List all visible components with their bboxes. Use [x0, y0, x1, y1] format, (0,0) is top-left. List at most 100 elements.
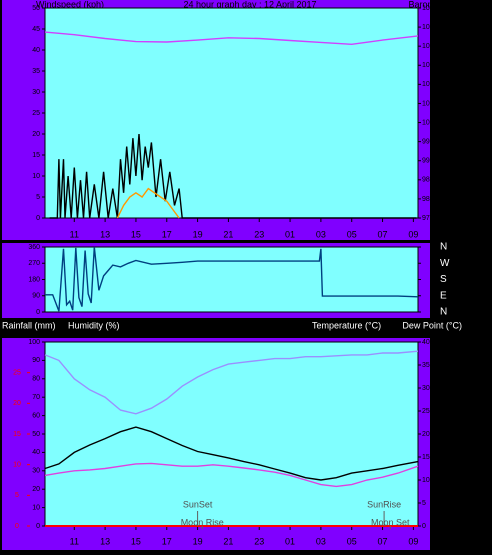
y2-tick-label: 0 — [422, 523, 426, 530]
y2-tick-label: 990 — [422, 158, 434, 165]
x-tick-label: 07 — [378, 536, 388, 546]
y-tick-label: 10 — [32, 173, 40, 180]
y2-tick-label: E — [440, 290, 447, 301]
rain-tick-label: 25 — [13, 370, 21, 377]
y-tick-label: 0 — [36, 309, 40, 316]
y-tick-label: 25 — [32, 110, 40, 117]
x-tick-label: 15 — [131, 536, 141, 546]
x-tick-label: 05 — [347, 536, 357, 546]
annotation-label: SunSet — [183, 499, 213, 509]
series-line — [44, 426, 419, 481]
y-tick-label: 360 — [28, 244, 40, 251]
y-tick-label: 180 — [28, 276, 40, 283]
y-tick-label: 10 — [32, 504, 40, 511]
axis-label: Temperature (°C) — [312, 320, 381, 330]
x-tick-label: 23 — [254, 536, 264, 546]
y-tick-label: 40 — [32, 449, 40, 456]
x-tick-label: 13 — [100, 536, 110, 546]
y2-tick-label: 20 — [422, 431, 430, 438]
x-tick-label: 17 — [162, 229, 172, 239]
series-line — [49, 133, 417, 219]
y-tick-label: 30 — [32, 468, 40, 475]
plot-area — [44, 341, 419, 527]
annotation-label: Moon Rise — [181, 517, 224, 527]
y2-tick-label: 1025 — [422, 24, 438, 31]
x-tick-label: 07 — [378, 229, 388, 239]
y2-tick-label: 35 — [422, 362, 430, 369]
plot-area — [44, 246, 419, 313]
y2-tick-label: 1010 — [422, 81, 438, 88]
x-tick-label: 19 — [193, 536, 203, 546]
series-line — [44, 350, 419, 415]
series-line — [44, 31, 419, 46]
y-tick-label: 20 — [32, 131, 40, 138]
x-tick-label: 15 — [131, 229, 141, 239]
annotation-label: Moon Set — [371, 517, 410, 527]
y-tick-label: 15 — [32, 152, 40, 159]
x-tick-label: 03 — [316, 536, 326, 546]
y-label: Windspeed (kph) — [36, 0, 104, 9]
y-tick-label: 70 — [32, 394, 40, 401]
x-tick-label: 19 — [193, 229, 203, 239]
y2-tick-label: 1015 — [422, 62, 438, 69]
y-tick-label: 0 — [36, 215, 40, 222]
y2-label: Barometer (hpa) — [408, 0, 474, 9]
y2-tick-label: N — [440, 307, 447, 318]
y2-tick-label: 1000 — [422, 119, 438, 126]
rain-tick-label: 20 — [13, 400, 21, 407]
y-tick-label: 90 — [32, 357, 40, 364]
y2-tick-label: 15 — [422, 454, 430, 461]
y-tick-label: 20 — [32, 486, 40, 493]
y-tick-label: 45 — [32, 26, 40, 33]
y2-tick-label: 985 — [422, 177, 434, 184]
y2-tick-label: S — [440, 274, 447, 285]
plot-area — [44, 7, 419, 219]
y2-tick-label: 10 — [422, 477, 430, 484]
y-tick-label: 40 — [32, 47, 40, 54]
rain-tick-label: 5 — [15, 492, 19, 499]
y-tick-label: 50 — [32, 5, 40, 12]
y-tick-label: 35 — [32, 68, 40, 75]
y-tick-label: 270 — [28, 260, 40, 267]
series-line — [45, 246, 419, 312]
x-tick-label: 01 — [285, 229, 295, 239]
y-tick-label: 90 — [32, 293, 40, 300]
y2-tick-label: 995 — [422, 138, 434, 145]
y2-tick-label: 1030 — [422, 5, 438, 12]
y2-tick-label: 5 — [422, 500, 426, 507]
x-tick-label: 21 — [223, 536, 233, 546]
x-tick-label: 05 — [347, 229, 357, 239]
y2-tick-label: 1020 — [422, 43, 438, 50]
x-tick-label: 03 — [316, 229, 326, 239]
axis-label: Rainfall (mm) — [2, 320, 56, 330]
annotation-label: SunRise — [367, 499, 401, 509]
x-tick-label: 09 — [408, 536, 418, 546]
x-tick-label: 21 — [223, 229, 233, 239]
y2-tick-label: 40 — [422, 339, 430, 346]
y-tick-label: 0 — [36, 523, 40, 530]
x-tick-label: 17 — [162, 536, 172, 546]
y2-tick-label: 1005 — [422, 100, 438, 107]
rain-tick-label: 15 — [13, 431, 21, 438]
rain-tick-label: 0 — [15, 523, 19, 530]
x-tick-label: 11 — [70, 536, 79, 546]
axis-label: Humidity (%) — [68, 320, 120, 330]
x-tick-label: 13 — [100, 229, 110, 239]
y2-tick-label: 975 — [422, 215, 434, 222]
y-tick-label: 100 — [28, 339, 40, 346]
series-line — [116, 187, 180, 219]
y-tick-label: 30 — [32, 89, 40, 96]
y2-tick-label: 25 — [422, 408, 430, 415]
x-tick-label: 11 — [70, 229, 79, 239]
x-tick-label: 09 — [408, 229, 418, 239]
chart-title: 24 hour graph day : 12 April 2017 — [183, 0, 316, 9]
rain-tick-label: 10 — [13, 462, 21, 469]
y2-tick-label: 30 — [422, 385, 430, 392]
y2-tick-label: W — [440, 258, 450, 269]
axis-label: Dew Point (°C) — [402, 320, 462, 330]
y-tick-label: 60 — [32, 412, 40, 419]
y2-tick-label: 980 — [422, 196, 434, 203]
y-tick-label: 50 — [32, 431, 40, 438]
x-tick-label: 23 — [254, 229, 264, 239]
